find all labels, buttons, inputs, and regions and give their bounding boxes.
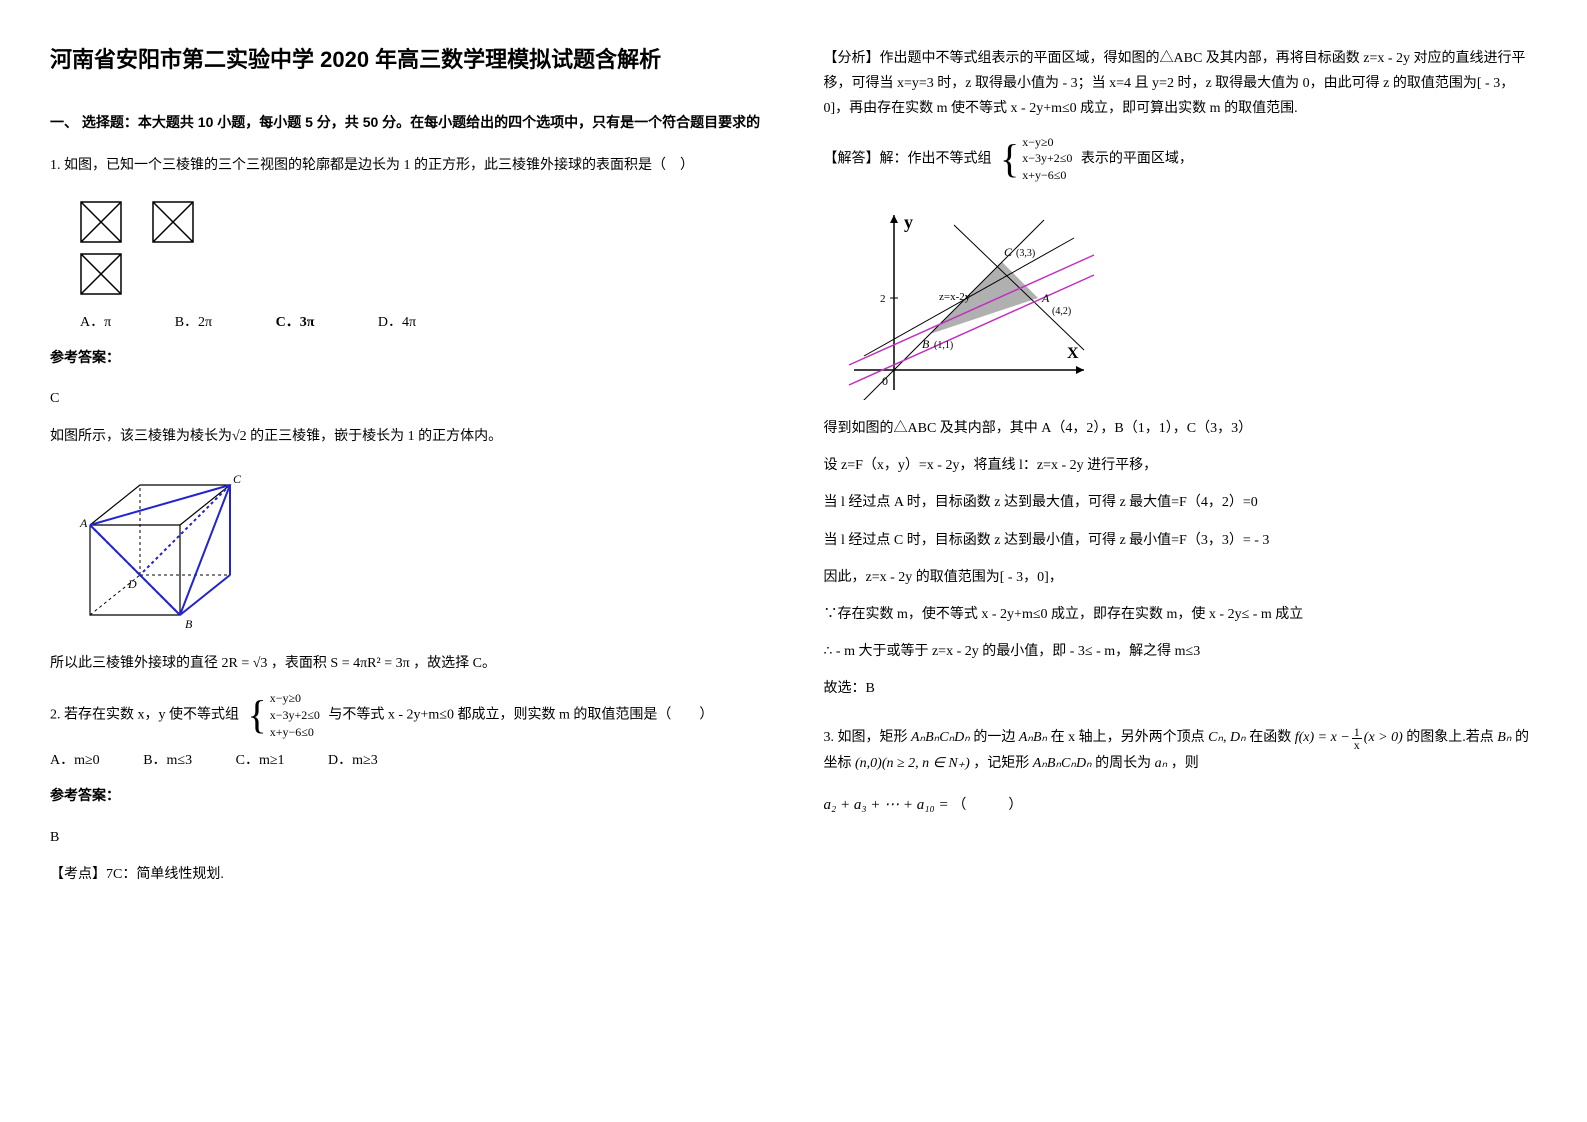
ineq-line: x−y≥0: [1022, 134, 1072, 151]
q2-point: 【考点】7C：简单线性规划.: [50, 862, 764, 887]
q2-line-6: ∵存在实数 m，使不等式 x - 2y+m≤0 成立，即存在实数 m，使 x -…: [824, 602, 1538, 627]
svg-text:C: C: [1004, 245, 1013, 259]
math: a₂ + a₃ + ⋯ + a₁₀ =: [824, 797, 953, 813]
fraction: 1x: [1352, 726, 1362, 751]
svg-text:C: C: [233, 472, 242, 486]
view-square-2: [152, 201, 194, 243]
q2-line-5: 因此，z=x - 2y 的取值范围为[ - 3，0]，: [824, 565, 1538, 590]
q2-solve-suffix: 表示的平面区域，: [1081, 151, 1193, 166]
q2-opt-c: C．m≥1: [236, 753, 285, 768]
right-column: 【分析】作出题中不等式组表示的平面区域，得如图的△ABC 及其内部，再将目标函数…: [824, 40, 1538, 1082]
math: (n,0)(n ≥ 2, n ∈ N₊): [855, 756, 970, 771]
svg-text:y: y: [904, 212, 913, 232]
q1-three-views: [80, 201, 764, 295]
svg-text:2: 2: [880, 293, 886, 305]
svg-text:B: B: [185, 617, 193, 631]
math: Bₙ: [1497, 730, 1511, 745]
q2-options: A．m≥0 B．m≤3 C．m≥1 D．m≥3: [50, 748, 764, 773]
text: 在函数: [1249, 730, 1291, 745]
q2-ineq-system-2: { x−y≥0 x−3y+2≤0 x+y−6≤0: [1000, 134, 1072, 184]
svg-text:B: B: [922, 337, 930, 351]
math: f(x) = x −: [1295, 730, 1350, 745]
q1-opt-b: B．2π: [175, 315, 212, 330]
q2-line-3: 当 l 经过点 A 时，目标函数 z 达到最大值，可得 z 最大值=F（4，2）…: [824, 490, 1538, 515]
svg-text:z=x-2y: z=x-2y: [939, 291, 971, 303]
text: 的周长为: [1095, 756, 1151, 771]
q1-explain-1: 如图所示，该三棱锥为棱长为√2 的正三棱锥，嵌于棱长为 1 的正方体内。: [50, 424, 764, 449]
svg-text:(4,2): (4,2): [1052, 306, 1071, 317]
svg-text:X: X: [1067, 345, 1079, 362]
q2-line-8: 故选：B: [824, 676, 1538, 701]
frac-num: 1: [1352, 726, 1362, 739]
text: 的图象上.若点: [1406, 730, 1494, 745]
q2-opt-d: D．m≥3: [328, 753, 378, 768]
q1-answer: C: [50, 386, 764, 411]
frac-den: x: [1352, 739, 1362, 751]
doc-title: 河南省安阳市第二实验中学 2020 年高三数学理模拟试题含解析: [50, 40, 764, 80]
q2-line-4: 当 l 经过点 C 时，目标函数 z 达到最小值，可得 z 最小值=F（3，3）…: [824, 528, 1538, 553]
text: ，则: [1171, 756, 1199, 771]
ineq-line: x−3y+2≤0: [1022, 150, 1072, 167]
ineq-line: x−3y+2≤0: [270, 707, 320, 724]
text: 在 x 轴上，另外两个顶点: [1051, 730, 1205, 745]
q2-opt-b: B．m≤3: [143, 753, 192, 768]
q2-stem: 2. 若存在实数 x，y 使不等式组 { x−y≥0 x−3y+2≤0 x+y−…: [50, 690, 764, 740]
math: AₙBₙ: [1019, 730, 1047, 745]
q1-stem: 1. 如图，已知一个三棱锥的三个三视图的轮廓都是边长为 1 的正方形，此三棱锥外…: [50, 153, 764, 178]
ineq-line: x+y−6≤0: [1022, 167, 1072, 184]
view-square-1: [80, 201, 122, 243]
q1-explain-2: 所以此三棱锥外接球的直径 2R = √3 ，表面积 S = 4πR² = 3π …: [50, 651, 764, 676]
q3-stem: 3. 如图，矩形 AₙBₙCₙDₙ 的一边 AₙBₙ 在 x 轴上，另外两个顶点…: [824, 725, 1538, 775]
svg-text:(3,3): (3,3): [1016, 248, 1035, 259]
q2-region-figure: y X 0 z=x-2y A (4,2) B (1,1) C (3,3) 2: [844, 200, 1538, 400]
section-heading: 一、 选择题：本大题共 10 小题，每小题 5 分，共 50 分。在每小题给出的…: [50, 110, 764, 135]
q2-solve-line: 【解答】解：作出不等式组 { x−y≥0 x−3y+2≤0 x+y−6≤0 表示…: [824, 134, 1538, 184]
svg-text:D: D: [127, 577, 137, 591]
math: AₙBₙCₙDₙ: [1033, 756, 1092, 771]
text: （ ）: [952, 798, 1022, 813]
svg-text:A: A: [1041, 291, 1050, 305]
q2-stem-suffix: 与不等式 x - 2y+m≤0 都成立，则实数 m 的取值范围是（ ）: [328, 707, 713, 722]
text: 的一边: [973, 730, 1015, 745]
q2-line-2: 设 z=F（x，y）=x - 2y，将直线 l：z=x - 2y 进行平移，: [824, 453, 1538, 478]
math: aₙ: [1155, 756, 1168, 771]
math: AₙBₙCₙDₙ: [911, 730, 970, 745]
math: Cₙ, Dₙ: [1208, 730, 1246, 745]
q1-opt-a: A．π: [80, 315, 111, 330]
left-column: 河南省安阳市第二实验中学 2020 年高三数学理模拟试题含解析 一、 选择题：本…: [50, 40, 764, 1082]
text: 3. 如图，矩形: [824, 730, 908, 745]
q2-ineq-system-1: { x−y≥0 x−3y+2≤0 x+y−6≤0: [248, 690, 320, 740]
ineq-line: x+y−6≤0: [270, 724, 320, 741]
q2-answer: B: [50, 825, 764, 850]
math: (x > 0): [1364, 730, 1403, 745]
q2-opt-a: A．m≥0: [50, 753, 100, 768]
svg-text:(1,1): (1,1): [934, 340, 953, 351]
q2-stem-prefix: 2. 若存在实数 x，y 使不等式组: [50, 707, 239, 722]
q1-opt-d: D．4π: [378, 315, 416, 330]
q3-sum-line: a₂ + a₃ + ⋯ + a₁₀ = （ ）: [824, 792, 1538, 819]
q1-opt-c: C．3π: [276, 315, 315, 330]
svg-text:A: A: [79, 516, 88, 530]
q2-line-7: ∴ - m 大于或等于 z=x - 2y 的最小值，即 - 3≤ - m，解之得…: [824, 639, 1538, 664]
q1-cube-figure: A B C D: [70, 465, 764, 635]
view-square-3: [80, 253, 122, 295]
text: ，记矩形: [973, 756, 1029, 771]
q2-answer-label: 参考答案：: [50, 783, 764, 808]
q1-options: A．π B．2π C．3π D．4π: [80, 310, 764, 335]
q1-answer-label: 参考答案：: [50, 345, 764, 370]
q2-analysis: 【分析】作出题中不等式组表示的平面区域，得如图的△ABC 及其内部，再将目标函数…: [824, 46, 1538, 122]
ineq-line: x−y≥0: [270, 690, 320, 707]
q2-line-1: 得到如图的△ABC 及其内部，其中 A（4，2），B（1，1），C（3，3）: [824, 416, 1538, 441]
q2-solve-prefix: 【解答】解：作出不等式组: [824, 151, 992, 166]
